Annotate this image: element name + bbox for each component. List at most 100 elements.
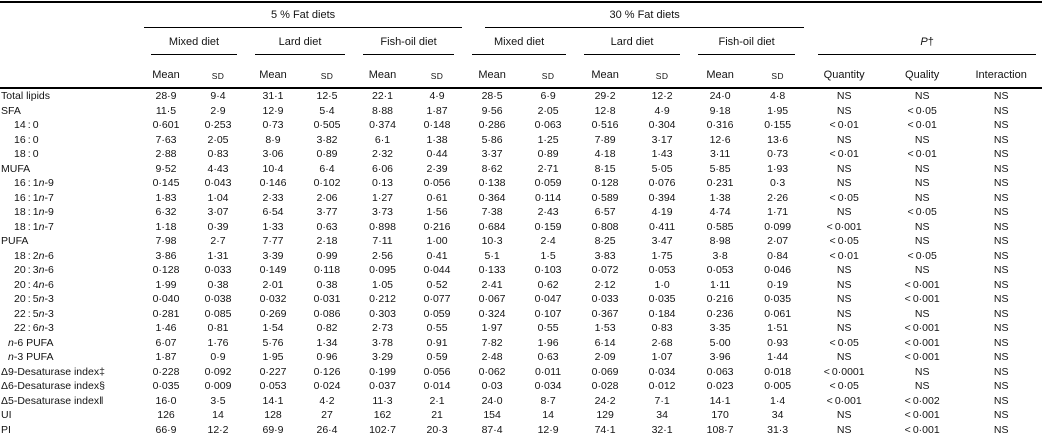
value-cell: 16·0 [155,394,177,407]
value-cell: 6·06 [371,162,393,175]
value-cell: 129 [596,409,614,421]
p-value-cell: NS [914,307,930,320]
value-cell: 27 [321,409,333,421]
p-value-cell: < 0·05 [829,380,859,392]
diet-header-mixed-30: Mixed diet [472,36,567,55]
p-value-cell: NS [836,133,852,146]
value-cell: 4·18 [594,148,616,160]
value-cell: 32·1 [651,423,673,434]
value-cell: 6·4 [319,162,335,175]
value-cell: 3·86 [155,249,177,262]
group-header-30pct-fat: 30 % Fat diets [485,9,805,28]
value-cell: 0·253 [204,119,232,131]
value-cell: 1·5 [540,249,556,262]
value-cell: 0·81 [207,322,229,334]
p-value-cell: NS [914,235,930,247]
p-value-cell: NS [914,133,930,146]
mean-header: Mean [142,55,190,89]
value-cell: 21 [431,409,443,421]
value-cell: 0·047 [534,293,562,305]
value-cell: 8·9 [265,133,281,146]
diet-header-lard-5: Lard diet [255,36,345,55]
value-cell: 170 [711,409,729,421]
value-cell: 3·83 [594,249,616,262]
p-value-cell: NS [993,119,1009,131]
value-cell: 9·52 [155,162,177,175]
p-value-cell: < 0·001 [904,293,940,305]
value-cell: 3·96 [709,351,731,363]
value-cell: 3·5 [210,394,226,407]
value-cell: 1·93 [767,162,789,175]
value-cell: 12·6 [709,133,731,146]
p-col-quality-header: Quality [884,55,961,89]
value-cell: 0·128 [591,177,619,189]
p-value-cell: NS [993,206,1009,218]
value-cell: 0·52 [426,278,448,291]
p-value-cell: NS [836,307,852,320]
row-label: Total lipids [1,90,51,102]
p-col-interaction-header: Interaction [960,55,1042,89]
value-cell: 2·05 [537,104,559,117]
p-value-cell: < 0·001 [904,409,940,421]
value-cell: 24·2 [594,394,616,407]
value-cell: 2·56 [371,249,393,262]
value-cell: 22·1 [371,90,393,102]
p-value-cell: NS [836,322,852,334]
value-cell: 14 [212,409,224,421]
value-cell: 0·059 [534,177,562,189]
p-value-cell: NS [993,278,1009,291]
table-row: n-3 PUFA 1·87 0·9 1·95 0·96 3·29 0·59 2·48 0·63… [0,350,1042,365]
value-cell: 2·32 [371,148,393,160]
value-cell: 3·35 [709,322,731,334]
value-cell: 0·076 [648,177,676,189]
value-cell: 0·61 [426,191,448,204]
value-cell: 3·82 [316,133,338,146]
value-cell: 8·88 [371,104,393,117]
value-cell: 2·68 [651,336,673,349]
value-cell: 0·63 [537,351,559,363]
value-cell: 0·095 [369,264,396,276]
row-label: Δ6-Desaturase index§ [1,380,105,392]
value-cell: 0·114 [535,191,562,204]
value-cell: 1·04 [207,191,229,204]
value-cell: 0·316 [706,119,734,131]
value-cell: 0·043 [204,177,232,189]
row-label: 14 : 0 [14,119,39,131]
p-value-cell: NS [836,423,852,434]
value-cell: 2·71 [537,162,559,175]
value-cell: 0·037 [369,380,396,392]
value-cell: 12·2 [207,423,229,434]
value-cell: 2·9 [210,104,226,117]
table-row: Total lipids 28·9 9·4 31·1 12·5 22·1 4·9 28·5 6… [0,88,1042,104]
value-cell: 0·89 [316,148,338,160]
value-cell: 2·18 [316,235,338,247]
value-cell: 0·062 [478,365,506,378]
value-cell: 4·9 [654,104,670,117]
value-cell: 0·236 [706,307,734,320]
value-cell: 0·91 [426,336,448,349]
value-cell: 0·227 [259,365,287,378]
p-value-cell: NS [993,380,1009,392]
value-cell: 0·96 [316,351,338,363]
table-row: 18 : 1n-9 6·32 3·07 6·54 3·77 3·73 1·56 7·38 2·… [0,205,1042,220]
value-cell: 0·149 [259,264,287,276]
diet-header-fishoil-30: Fish-oil diet [698,36,796,55]
value-cell: 1·56 [426,206,448,218]
value-cell: 1·95 [262,351,284,363]
value-cell: 6·07 [155,336,177,349]
p-value-cell: NS [914,365,930,378]
value-cell: 0·133 [478,264,506,276]
table-row: 20 : 3n-6 0·128 0·033 0·149 0·118 0·095 0·044… [0,263,1042,278]
p-value-cell: < 0·05 [829,191,859,204]
value-cell: 3·17 [651,133,673,146]
value-cell: 7·82 [481,336,503,349]
p-value-cell: < 0·001 [904,322,940,334]
stat-header-row: Mean SD Mean SD Mean SD Mean SD Mean SD … [0,55,1042,89]
value-cell: 0·024 [313,380,341,392]
value-cell: 24·0 [481,394,503,407]
value-cell: 0·82 [316,322,338,334]
value-cell: 3·8 [712,249,728,262]
p-value-cell: NS [993,351,1009,363]
